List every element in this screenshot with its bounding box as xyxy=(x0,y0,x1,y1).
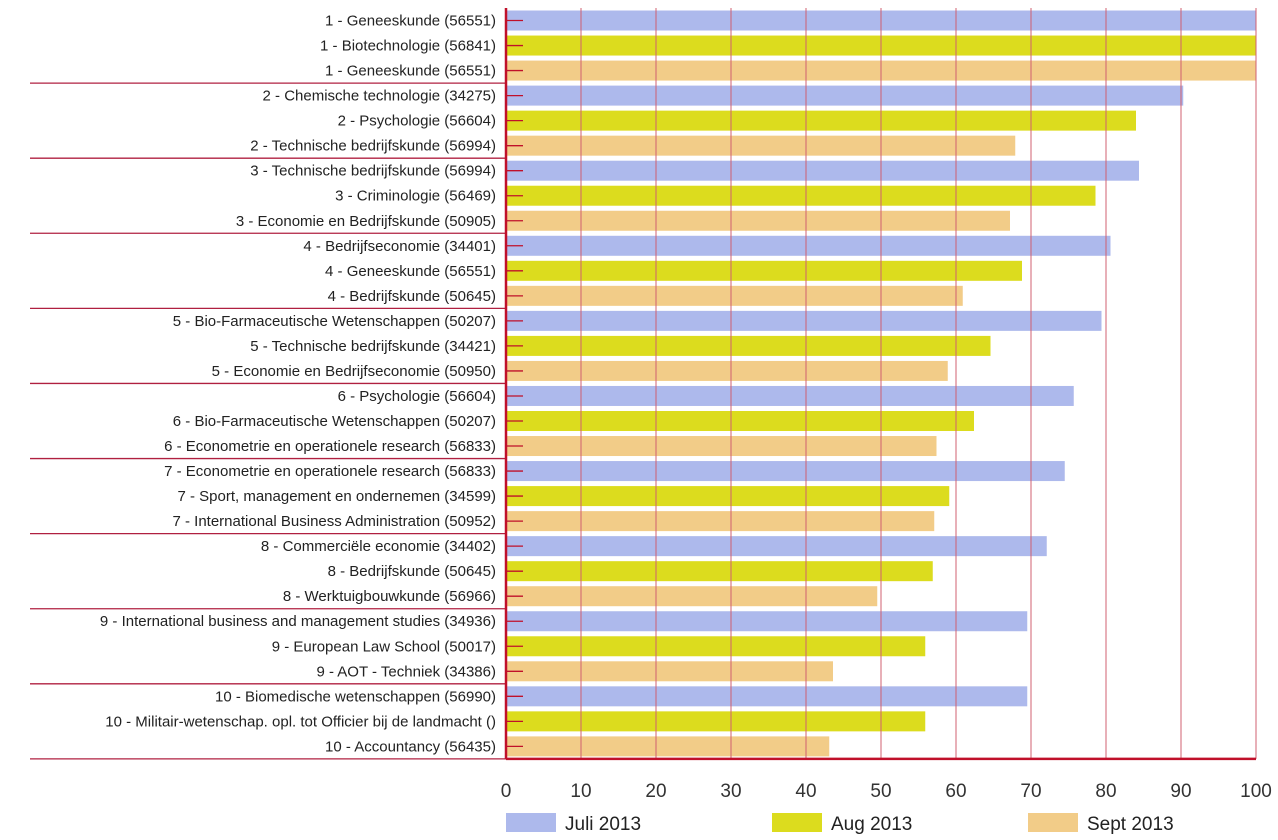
bar-aug-2013 xyxy=(506,410,974,431)
x-tick-label: 10 xyxy=(570,781,591,802)
category-label: 7 - Sport, management en ondernemen (345… xyxy=(177,488,496,505)
category-label: 1 - Biotechnologie (56841) xyxy=(320,38,496,55)
x-tick-label: 70 xyxy=(1020,781,1041,802)
category-label: 8 - Bedrijfskunde (50645) xyxy=(328,563,496,580)
bar-sept-2013 xyxy=(506,511,935,532)
category-label: 10 - Militair-wetenschap. opl. tot Offic… xyxy=(105,713,496,730)
bar-sept-2013 xyxy=(506,661,833,682)
category-label: 1 - Geneeskunde (56551) xyxy=(325,13,496,30)
bar-aug-2013 xyxy=(506,335,991,356)
bar-sept-2013 xyxy=(506,586,878,607)
x-tick-label: 100 xyxy=(1240,781,1272,802)
category-label: 5 - Economie en Bedrijfseconomie (50950) xyxy=(212,363,496,380)
category-label: 5 - Technische bedrijfskunde (34421) xyxy=(250,338,496,355)
category-label: 4 - Geneeskunde (56551) xyxy=(325,263,496,280)
category-label: 10 - Biomedische wetenschappen (56990) xyxy=(215,688,496,705)
category-label: 6 - Psychologie (56604) xyxy=(338,388,496,405)
bar-sept-2013 xyxy=(506,285,963,306)
legend-label: Sept 2013 xyxy=(1087,814,1174,835)
bar-aug-2013 xyxy=(506,260,1022,281)
bar-juli-2013 xyxy=(506,461,1065,482)
bar-aug-2013 xyxy=(506,110,1136,131)
category-label: 4 - Bedrijfskunde (50645) xyxy=(328,288,496,305)
bar-sept-2013 xyxy=(506,135,1016,156)
bar-juli-2013 xyxy=(506,235,1111,256)
bar-juli-2013 xyxy=(506,536,1047,557)
bar-sept-2013 xyxy=(506,736,830,757)
category-label: 2 - Technische bedrijfskunde (56994) xyxy=(250,138,496,155)
category-label: 5 - Bio-Farmaceutische Wetenschappen (50… xyxy=(173,313,496,330)
legend-swatch-aug-2013 xyxy=(772,813,822,832)
x-tick-label: 20 xyxy=(645,781,666,802)
bar-aug-2013 xyxy=(506,711,926,732)
x-tick-label: 0 xyxy=(501,781,512,802)
x-tick-label: 40 xyxy=(795,781,816,802)
category-label: 6 - Bio-Farmaceutische Wetenschappen (50… xyxy=(173,413,496,430)
category-label: 8 - Werktuigbouwkunde (56966) xyxy=(283,588,496,605)
axis-layer xyxy=(504,8,1256,761)
category-label: 9 - AOT - Techniek (34386) xyxy=(316,663,496,680)
category-label: 7 - International Business Administratio… xyxy=(172,513,496,530)
legend-label: Aug 2013 xyxy=(831,814,912,835)
x-tick-label: 30 xyxy=(720,781,741,802)
x-tick-label: 50 xyxy=(870,781,891,802)
bar-aug-2013 xyxy=(506,636,926,657)
bar-sept-2013 xyxy=(506,360,948,381)
category-label: 3 - Economie en Bedrijfskunde (50905) xyxy=(236,213,496,230)
bar-juli-2013 xyxy=(506,310,1102,331)
category-label: 3 - Criminologie (56469) xyxy=(335,188,496,205)
x-tick-label: 60 xyxy=(945,781,966,802)
legend-label: Juli 2013 xyxy=(565,814,641,835)
x-tick-label: 90 xyxy=(1170,781,1191,802)
bar-juli-2013 xyxy=(506,85,1184,106)
gridlines xyxy=(580,8,1257,759)
legend-swatch-juli-2013 xyxy=(506,813,556,832)
bar-juli-2013 xyxy=(506,611,1028,632)
bar-juli-2013 xyxy=(506,686,1028,707)
bar-juli-2013 xyxy=(506,160,1139,181)
category-label: 2 - Psychologie (56604) xyxy=(338,113,496,130)
category-label: 8 - Commerciële economie (34402) xyxy=(261,538,496,555)
category-label: 4 - Bedrijfseconomie (34401) xyxy=(303,238,496,255)
bar-sept-2013 xyxy=(506,436,937,457)
legend-swatch-sept-2013 xyxy=(1028,813,1078,832)
x-tick-label: 80 xyxy=(1095,781,1116,802)
category-label: 6 - Econometrie en operationele research… xyxy=(164,438,496,455)
bar-aug-2013 xyxy=(506,185,1096,206)
category-label: 7 - Econometrie en operationele research… xyxy=(164,463,496,480)
category-label: 1 - Geneeskunde (56551) xyxy=(325,63,496,80)
bar-juli-2013 xyxy=(506,385,1074,406)
legend: Juli 2013 Aug 2013 Sept 2013 xyxy=(506,813,1174,835)
category-label: 10 - Accountancy (56435) xyxy=(325,738,496,755)
category-labels: 1 - Geneeskunde (56551) 1 - Biotechnologi… xyxy=(100,13,496,756)
bar-aug-2013 xyxy=(506,561,933,582)
x-tick-labels: 0 10 20 30 40 50 60 70 80 90 100 xyxy=(501,781,1272,802)
bar-sept-2013 xyxy=(506,210,1010,231)
category-label: 2 - Chemische technologie (34275) xyxy=(263,88,496,105)
group-separators xyxy=(30,82,506,760)
category-label: 9 - International business and managemen… xyxy=(100,613,496,630)
category-label: 3 - Technische bedrijfskunde (56994) xyxy=(250,163,496,180)
category-label: 9 - European Law School (50017) xyxy=(272,638,496,655)
bar-aug-2013 xyxy=(506,486,950,507)
